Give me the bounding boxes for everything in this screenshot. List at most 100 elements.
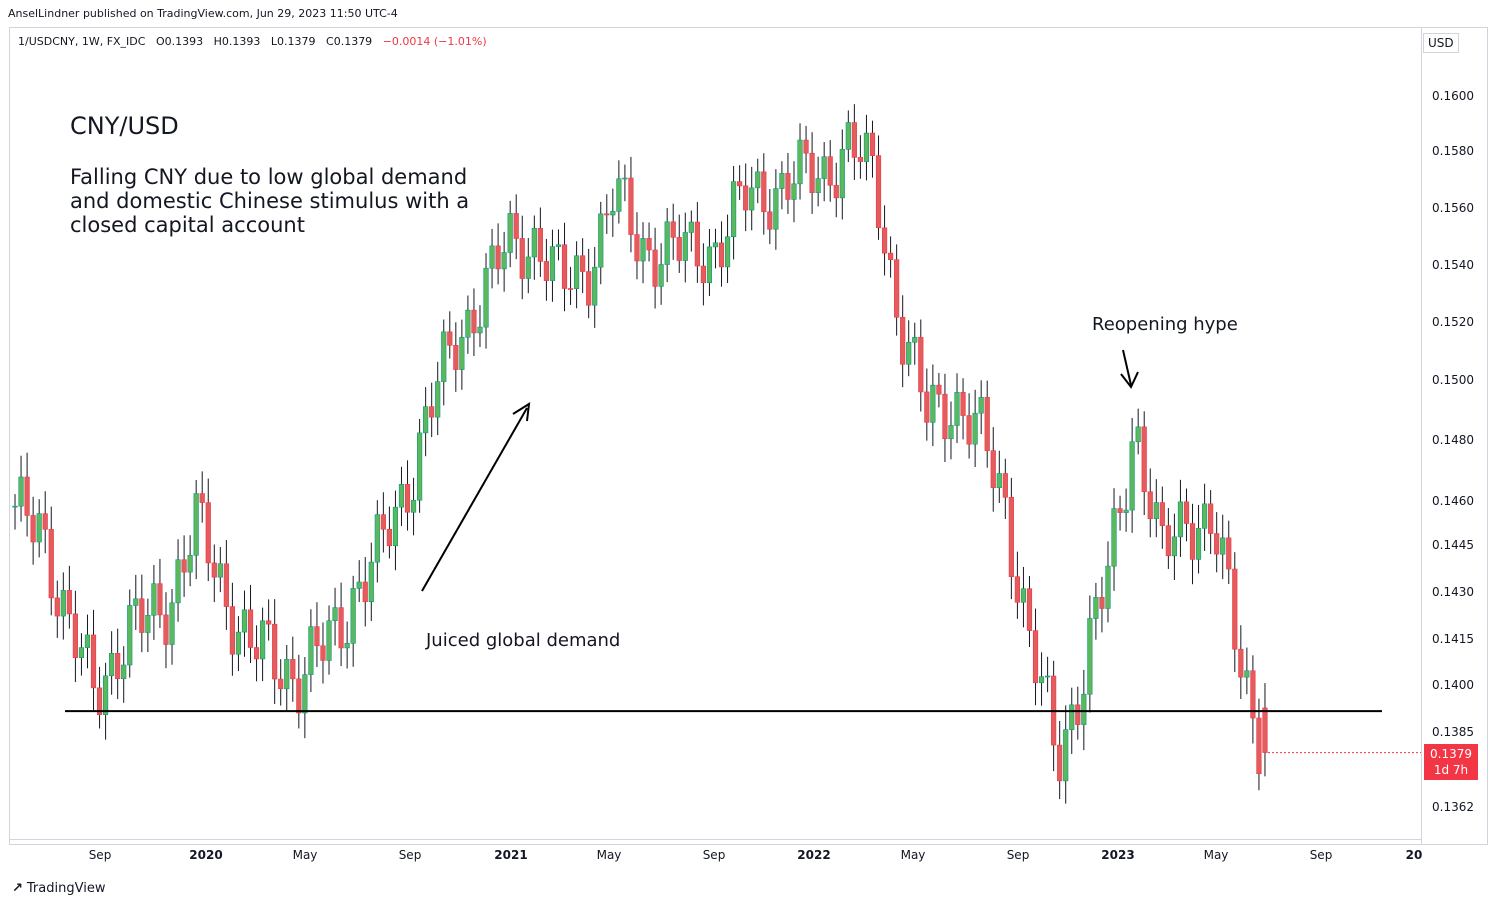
candle-body bbox=[598, 213, 604, 268]
candle-body bbox=[278, 678, 284, 690]
y-tick-label: 0.1480 bbox=[1432, 433, 1474, 447]
candle-body bbox=[121, 664, 127, 680]
candle-body bbox=[869, 132, 876, 156]
candle-body bbox=[839, 149, 845, 199]
currency-label[interactable]: USD bbox=[1423, 33, 1459, 53]
candle-body bbox=[586, 271, 592, 306]
candle-body bbox=[682, 232, 688, 261]
y-tick-label: 0.1540 bbox=[1432, 258, 1474, 272]
candle-body bbox=[380, 514, 386, 530]
candle-body bbox=[507, 213, 513, 253]
candle-body bbox=[646, 238, 652, 251]
candle-body bbox=[489, 245, 495, 269]
candle-body bbox=[1208, 503, 1214, 534]
candle-body bbox=[417, 432, 423, 501]
candle-body bbox=[235, 631, 242, 655]
candle-body bbox=[495, 245, 501, 270]
candle-body bbox=[616, 178, 622, 212]
candle-body bbox=[483, 267, 489, 328]
candle-body bbox=[1250, 670, 1256, 719]
candle-body bbox=[996, 473, 1002, 489]
candle-body bbox=[362, 581, 368, 603]
candle-body bbox=[1165, 525, 1171, 557]
candle-body bbox=[966, 415, 972, 445]
candle-body bbox=[1129, 441, 1135, 511]
candle-body bbox=[731, 181, 737, 238]
candle-body bbox=[773, 188, 779, 230]
candle-body bbox=[670, 221, 676, 238]
candle-body bbox=[948, 425, 954, 440]
tradingview-brand[interactable]: ↗ TradingView bbox=[12, 881, 105, 896]
candle-body bbox=[718, 242, 725, 268]
candle-body bbox=[851, 122, 857, 158]
candle-body bbox=[942, 393, 948, 440]
high-value: H0.1393 bbox=[213, 35, 261, 48]
candle-body bbox=[127, 605, 133, 666]
trend-arrow-head bbox=[512, 402, 531, 422]
candle-body bbox=[356, 581, 362, 589]
candle-body bbox=[555, 244, 562, 247]
open-value: O0.1393 bbox=[155, 35, 204, 48]
candle-body bbox=[1087, 618, 1093, 695]
candle-body bbox=[151, 583, 157, 616]
y-tick-label: 0.1362 bbox=[1432, 800, 1474, 814]
candle-body bbox=[622, 177, 628, 180]
candle-body bbox=[48, 529, 54, 599]
candle-body bbox=[1256, 717, 1262, 775]
candle-body bbox=[60, 590, 66, 617]
bar-countdown: 1d 7h bbox=[1433, 763, 1469, 777]
y-tick-label: 0.1385 bbox=[1432, 725, 1474, 739]
x-tick-label: Sep bbox=[88, 848, 112, 862]
candle-body bbox=[724, 236, 731, 268]
candle-body bbox=[109, 652, 115, 677]
candle-body bbox=[272, 623, 278, 680]
candle-body bbox=[90, 634, 97, 689]
candle-body bbox=[344, 643, 350, 649]
candle-body bbox=[1147, 491, 1153, 520]
candle-body bbox=[954, 392, 960, 426]
candle-body bbox=[688, 221, 694, 233]
candle-body bbox=[791, 183, 797, 200]
candle-body bbox=[549, 246, 556, 281]
candle-body bbox=[881, 227, 888, 254]
candle-body bbox=[223, 563, 229, 607]
candle-body bbox=[640, 238, 646, 262]
candle-body bbox=[561, 244, 568, 289]
candle-body bbox=[429, 406, 435, 418]
y-tick-label: 0.1415 bbox=[1432, 632, 1474, 646]
candle-body bbox=[664, 221, 670, 265]
candle-body bbox=[253, 647, 260, 660]
candle-body bbox=[1075, 704, 1081, 725]
candle-body bbox=[567, 288, 574, 290]
candle-body bbox=[139, 598, 145, 633]
candle-body bbox=[1220, 537, 1226, 555]
x-tick-label: Sep bbox=[1006, 848, 1030, 862]
published-header: AnselLindner published on TradingView.co… bbox=[8, 7, 398, 20]
candle-body bbox=[604, 213, 610, 216]
candle-body bbox=[821, 156, 827, 179]
tradingview-logo-icon: ↗ bbox=[12, 881, 23, 896]
candle-body bbox=[761, 171, 767, 213]
candle-body bbox=[833, 184, 839, 199]
price-axis-line bbox=[1421, 27, 1422, 845]
candle-body bbox=[181, 559, 187, 573]
low-value: L0.1379 bbox=[270, 35, 316, 48]
candle-body bbox=[972, 412, 978, 445]
candle-body bbox=[103, 675, 109, 715]
candle-body bbox=[84, 634, 91, 648]
candle-body bbox=[374, 514, 380, 563]
candle-body bbox=[435, 381, 441, 418]
x-tick-label: May bbox=[292, 848, 318, 862]
candle-body bbox=[115, 652, 121, 680]
candle-body bbox=[1202, 503, 1208, 529]
candle-body bbox=[290, 659, 296, 680]
candle-body bbox=[906, 341, 912, 365]
candle-body bbox=[610, 211, 616, 216]
candle-body bbox=[694, 221, 700, 267]
candle-body bbox=[531, 227, 537, 258]
candle-body bbox=[845, 122, 851, 150]
candle-body bbox=[157, 583, 163, 616]
candle-body bbox=[767, 211, 773, 230]
candle-body bbox=[543, 261, 549, 281]
